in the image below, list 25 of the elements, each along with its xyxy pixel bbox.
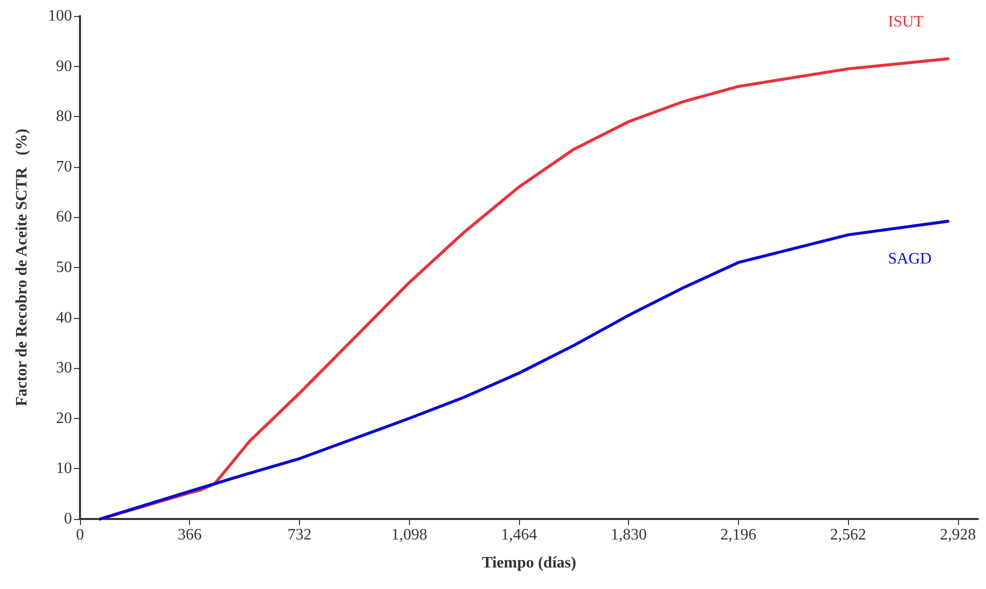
y-tick-label: 30 [56,360,72,377]
x-axis-title: Tiempo (días) [482,554,576,572]
y-tick-label: 50 [56,259,72,276]
x-tick-label: 2,562 [830,526,866,544]
x-tick-label: 0 [76,526,84,544]
y-tick-label: 20 [56,410,72,427]
y-tick-label: 70 [56,158,72,176]
x-tick-label: 366 [178,526,202,544]
y-tick-label: 90 [56,58,72,75]
y-tick-label: 60 [56,208,72,226]
y-axis-title: Factor de Recobro de Aceite SCTR (%) [14,128,30,406]
series-label: SAGD [888,250,932,268]
y-tick-label: 40 [56,309,72,326]
x-tick-label: 1,098 [391,526,428,544]
y-tick-label: 10 [56,460,72,478]
y-tick-label: 100 [48,8,72,24]
x-tick-label: 2,928 [940,526,976,544]
x-tick-label: 732 [287,526,312,544]
y-tick-label: 80 [56,108,72,126]
x-tick-label: 1,464 [500,526,537,544]
series-label: ISUT [888,13,924,30]
x-tick-label: 2,196 [720,526,756,544]
x-tick-label: 1,830 [610,526,647,544]
y-tick-label: 0 [64,510,72,528]
line-series [98,220,950,520]
